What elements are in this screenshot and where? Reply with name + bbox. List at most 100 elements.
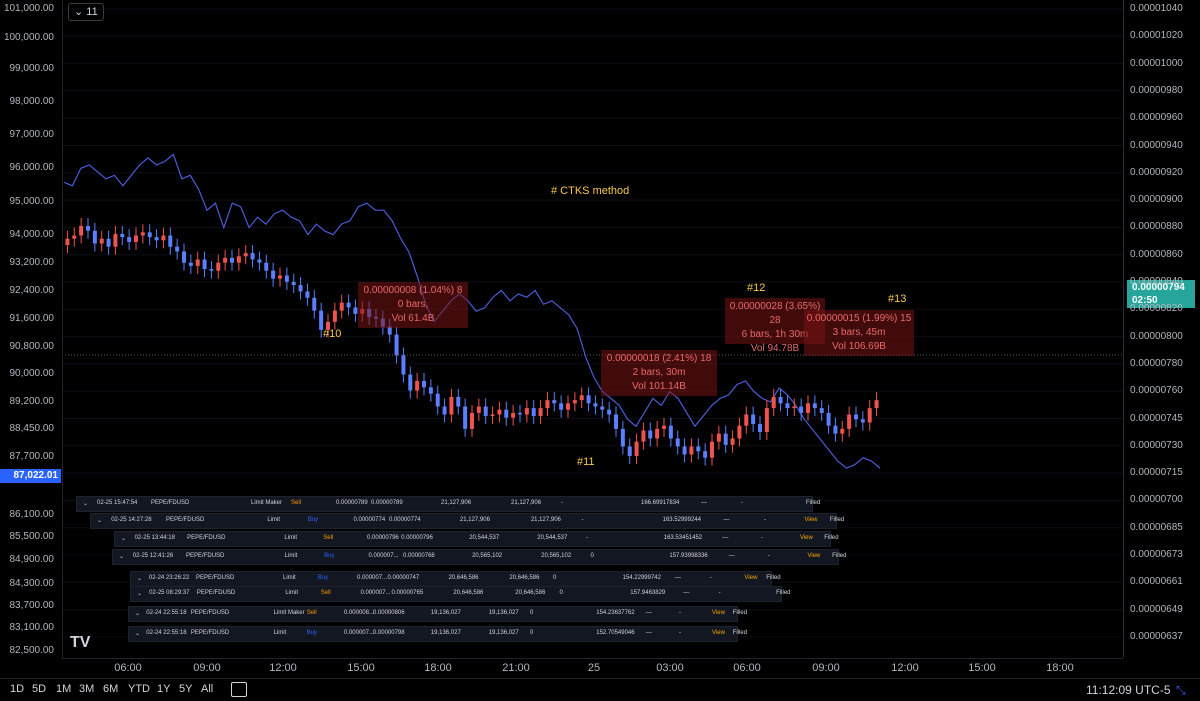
calendar-icon[interactable] bbox=[231, 682, 247, 697]
candle-body[interactable] bbox=[716, 433, 721, 442]
tradingview-logo[interactable]: TV bbox=[70, 634, 91, 651]
candle-body[interactable] bbox=[147, 232, 152, 238]
chevron-down-icon[interactable]: ⌄ bbox=[137, 591, 143, 597]
candle-body[interactable] bbox=[120, 233, 125, 238]
candle-body[interactable] bbox=[134, 235, 138, 242]
candle-body[interactable] bbox=[703, 451, 708, 458]
candle-body[interactable] bbox=[264, 262, 269, 271]
candle-body[interactable] bbox=[758, 424, 762, 433]
candle-body[interactable] bbox=[92, 230, 97, 244]
candle-body[interactable] bbox=[710, 441, 714, 458]
range-button-5d[interactable]: 5D bbox=[32, 683, 47, 695]
candle-body[interactable] bbox=[243, 253, 248, 257]
candle-body[interactable] bbox=[737, 425, 742, 439]
candle-body[interactable] bbox=[168, 235, 173, 247]
candle-body[interactable] bbox=[819, 408, 824, 413]
order-view[interactable]: View bbox=[804, 517, 818, 523]
candle-body[interactable] bbox=[72, 235, 77, 239]
candle-body[interactable] bbox=[579, 395, 584, 401]
candle-body[interactable] bbox=[497, 409, 502, 415]
candle-body[interactable] bbox=[545, 400, 550, 409]
chart-area[interactable]: ⌄ 11 # CTKS method #10 #11 #12 #13 0.000… bbox=[0, 0, 1123, 658]
order-view[interactable]: View bbox=[712, 610, 725, 616]
range-button-all[interactable]: All bbox=[201, 683, 214, 695]
candle-body[interactable] bbox=[291, 281, 296, 286]
candle-body[interactable] bbox=[312, 297, 317, 311]
candle-body[interactable] bbox=[298, 285, 303, 292]
candle-body[interactable] bbox=[216, 262, 221, 271]
candle-body[interactable] bbox=[284, 275, 289, 282]
candle-body[interactable] bbox=[744, 414, 749, 426]
candle-body[interactable] bbox=[840, 428, 845, 434]
candle-body[interactable] bbox=[812, 403, 817, 409]
candle-body[interactable] bbox=[127, 237, 132, 242]
candle-body[interactable] bbox=[230, 257, 234, 263]
candle-body[interactable] bbox=[552, 400, 557, 404]
candle-body[interactable] bbox=[771, 396, 776, 409]
candle-body[interactable] bbox=[202, 259, 207, 270]
order-row[interactable]: ⌄ 02-25 08:29:37 PEPE/FDUSD Limit Sell 0.0000… bbox=[130, 586, 791, 602]
candle-body[interactable] bbox=[161, 235, 166, 241]
range-button-1y[interactable]: 1Y bbox=[157, 683, 171, 695]
candle-body[interactable] bbox=[682, 446, 687, 455]
candle-body[interactable] bbox=[778, 396, 783, 404]
candle-body[interactable] bbox=[353, 307, 358, 314]
candle-body[interactable] bbox=[175, 246, 180, 252]
candle-body[interactable] bbox=[662, 425, 666, 429]
candle-body[interactable] bbox=[518, 412, 522, 415]
range-button-1m[interactable]: 1M bbox=[56, 683, 72, 695]
candle-body[interactable] bbox=[65, 238, 70, 246]
chevron-down-icon[interactable]: ⌄ bbox=[97, 518, 103, 524]
candle-body[interactable] bbox=[271, 270, 276, 279]
candle-body[interactable] bbox=[566, 403, 570, 410]
chevron-down-icon[interactable]: ⌄ bbox=[135, 611, 141, 617]
candle-body[interactable] bbox=[223, 257, 228, 263]
candle-body[interactable] bbox=[456, 396, 461, 407]
order-view[interactable]: View bbox=[744, 575, 758, 581]
order-row[interactable]: ⌄ 02-24 23:26:22 PEPE/FDUSD Limit Buy 0.00000… bbox=[130, 571, 781, 587]
candle-body[interactable] bbox=[408, 374, 413, 391]
candle-body[interactable] bbox=[723, 433, 728, 445]
interval-selector[interactable]: ⌄ 11 bbox=[68, 3, 104, 21]
candle-body[interactable] bbox=[154, 237, 159, 241]
chart-canvas[interactable] bbox=[0, 0, 1123, 658]
candle-body[interactable] bbox=[195, 259, 200, 266]
candle-body[interactable] bbox=[236, 256, 241, 263]
candle-body[interactable] bbox=[319, 310, 324, 330]
candle-body[interactable] bbox=[627, 446, 632, 457]
candle-body[interactable] bbox=[394, 334, 399, 356]
candle-body[interactable] bbox=[415, 380, 420, 391]
candle-body[interactable] bbox=[792, 406, 797, 409]
expand-icon[interactable]: ⤡ bbox=[1176, 683, 1186, 697]
range-button-ytd[interactable]: YTD bbox=[128, 683, 150, 695]
candle-body[interactable] bbox=[339, 302, 344, 311]
candle-body[interactable] bbox=[470, 412, 474, 429]
candle-body[interactable] bbox=[326, 321, 330, 330]
candle-body[interactable] bbox=[511, 412, 516, 418]
candle-body[interactable] bbox=[689, 446, 694, 455]
candle-body[interactable] bbox=[847, 414, 852, 429]
candle-body[interactable] bbox=[648, 430, 653, 439]
candle-body[interactable] bbox=[806, 403, 810, 413]
candle-body[interactable] bbox=[182, 251, 186, 263]
measure-box-4[interactable]: 0.00000015 (1.99%) 15 3 bars, 45m Vol 10… bbox=[804, 310, 914, 356]
candle-body[interactable] bbox=[751, 414, 756, 425]
candle-body[interactable] bbox=[504, 409, 509, 418]
candle-body[interactable] bbox=[106, 238, 111, 247]
candle-body[interactable] bbox=[634, 441, 639, 457]
candle-body[interactable] bbox=[593, 403, 598, 407]
order-row[interactable]: ⌄ 02-25 13:44:18 PEPE/FDUSD Limit Sell 0.0000… bbox=[114, 531, 839, 547]
order-row[interactable]: ⌄ 02-24 22:55:18 PEPE/FDUSD Limit Maker Sell… bbox=[128, 606, 747, 622]
candle-body[interactable] bbox=[332, 310, 337, 322]
candle-body[interactable] bbox=[572, 400, 577, 404]
candle-body[interactable] bbox=[874, 400, 879, 409]
candle-body[interactable] bbox=[79, 225, 84, 236]
time-axis[interactable]: 06:00 09:00 12:00 15:00 18:00 21:00 25 03:00 06:… bbox=[62, 658, 1123, 677]
order-view[interactable]: View bbox=[799, 535, 813, 541]
candle-body[interactable] bbox=[559, 403, 564, 410]
candle-body[interactable] bbox=[449, 396, 454, 415]
candle-body[interactable] bbox=[538, 408, 543, 417]
candle-body[interactable] bbox=[620, 428, 625, 447]
chevron-down-icon[interactable]: ⌄ bbox=[83, 501, 89, 507]
chevron-down-icon[interactable]: ⌄ bbox=[119, 554, 125, 560]
